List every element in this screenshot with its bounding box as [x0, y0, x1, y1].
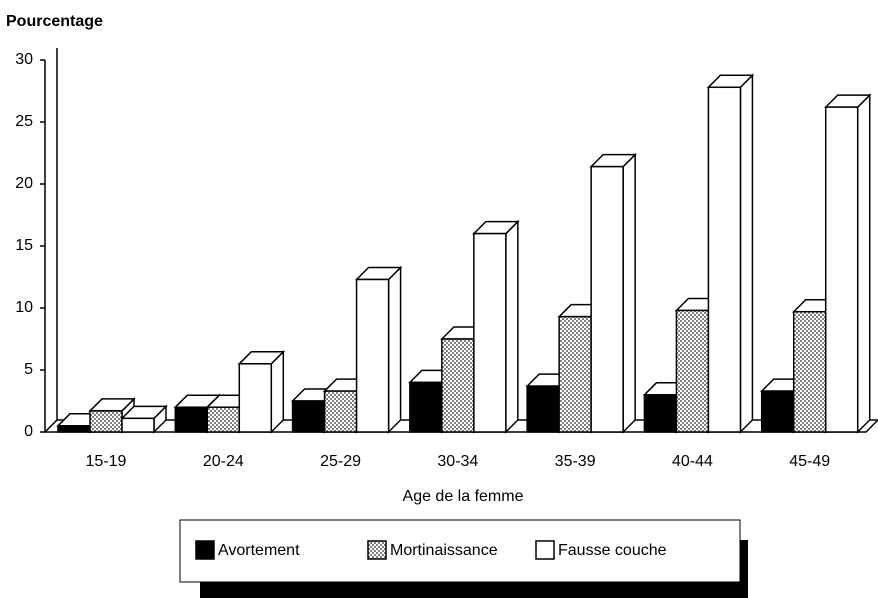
y-tick-label: 20 [15, 175, 33, 192]
y-tick-label: 30 [15, 51, 33, 68]
legend [179, 519, 741, 583]
bar [526, 385, 560, 433]
bar-side [856, 93, 871, 434]
bar [323, 390, 358, 433]
bar [675, 309, 710, 433]
bar [121, 417, 155, 433]
bar [760, 390, 795, 433]
y-tick-label: 25 [15, 113, 33, 130]
bar [206, 406, 241, 433]
x-tick-label: 15-19 [86, 453, 127, 470]
bar [558, 315, 592, 433]
bar [590, 165, 624, 433]
x-tick-label: 20-24 [203, 453, 244, 470]
legend-label: Mortinaissance [390, 542, 498, 559]
bar [57, 425, 91, 433]
bar [441, 338, 475, 433]
bar [409, 381, 443, 433]
bar [792, 310, 827, 433]
x-tick-label: 45-49 [789, 453, 830, 470]
bar-side [387, 265, 402, 434]
bar [291, 400, 326, 433]
bar [355, 278, 390, 433]
bar [824, 106, 859, 433]
legend-swatch [367, 540, 387, 560]
x-tick-label: 35-39 [555, 453, 596, 470]
x-tick-label: 40-44 [672, 453, 713, 470]
x-tick-label: 25-29 [320, 453, 361, 470]
bar [238, 363, 273, 433]
legend-label: Avortement [218, 542, 300, 559]
bar [473, 232, 507, 433]
y-tick-label: 5 [24, 361, 33, 378]
bar-side [270, 349, 285, 434]
y-tick-label: 15 [15, 237, 33, 254]
y-tick-label: 0 [24, 423, 33, 440]
bar-side [505, 219, 519, 434]
bar [89, 410, 123, 433]
y-tick-label: 10 [15, 299, 33, 316]
legend-swatch [535, 540, 555, 560]
bar [643, 394, 678, 433]
legend-label: Fausse couche [558, 542, 667, 559]
x-tick-label: 30-34 [437, 453, 478, 470]
bar-side [622, 152, 636, 434]
legend-swatch [195, 540, 215, 560]
bar [707, 86, 742, 433]
bar [174, 406, 209, 433]
y-axis-label: Pourcentage [6, 13, 103, 30]
x-axis-label: Age de la femme [403, 488, 524, 505]
bar-side [739, 73, 754, 434]
